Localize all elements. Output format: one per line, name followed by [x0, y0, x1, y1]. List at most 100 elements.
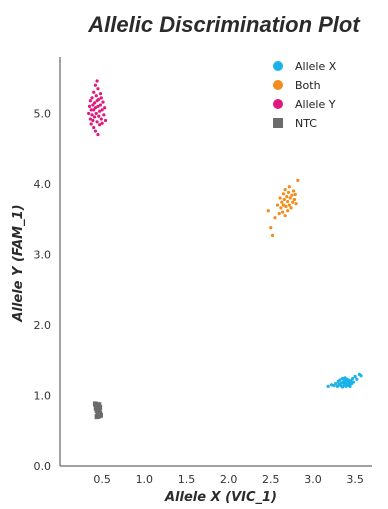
- data-point: [278, 196, 282, 200]
- legend-swatch: [273, 61, 283, 71]
- legend-swatch: [273, 99, 283, 109]
- data-point: [285, 195, 289, 199]
- data-point: [88, 117, 92, 121]
- data-point: [99, 96, 103, 100]
- data-point: [92, 125, 96, 130]
- data-point: [98, 92, 103, 96]
- data-point: [287, 203, 291, 207]
- data-points: [87, 79, 363, 420]
- data-point: [98, 109, 102, 113]
- legend-swatch: [273, 80, 283, 90]
- data-point: [281, 192, 286, 196]
- data-point: [96, 104, 100, 108]
- data-point: [90, 96, 94, 100]
- data-point: [273, 216, 277, 220]
- data-point: [293, 192, 297, 197]
- data-point: [353, 374, 357, 379]
- x-axis-label: Allele X (VIC_1): [164, 490, 277, 505]
- x-tick-label: 1.0: [136, 473, 154, 486]
- data-point: [292, 197, 297, 202]
- y-tick-label: 2.0: [34, 319, 52, 332]
- data-point: [96, 132, 100, 137]
- legend-label: Both: [295, 79, 321, 92]
- y-tick-labels: 0.0 1.0 2.0 3.0 4.0 5.0: [34, 107, 52, 473]
- data-point: [351, 380, 356, 384]
- y-axis-label: Allele Y (FAM_1): [11, 204, 26, 322]
- data-point: [92, 101, 97, 105]
- x-tick-label: 2.0: [220, 473, 238, 486]
- x-tick-labels: 0.5 1.0 1.5 2.0 2.5 3.0 3.5: [93, 473, 363, 486]
- data-point: [329, 383, 334, 387]
- data-point: [93, 83, 98, 87]
- data-point: [100, 108, 104, 112]
- data-point: [279, 206, 283, 210]
- chart-title: Allelic Discrimination Plot: [87, 12, 361, 37]
- x-tick-label: 3.0: [304, 473, 322, 486]
- data-point: [91, 118, 95, 123]
- data-point: [87, 111, 91, 116]
- data-point: [334, 381, 338, 386]
- data-point: [269, 226, 273, 230]
- data-point: [95, 120, 99, 124]
- y-tick-label: 3.0: [34, 248, 52, 261]
- data-point: [286, 209, 290, 213]
- data-point: [348, 384, 352, 388]
- data-point: [270, 233, 275, 238]
- data-point: [288, 196, 292, 200]
- y-tick-label: 5.0: [34, 107, 52, 120]
- data-point: [89, 122, 93, 126]
- data-point: [296, 178, 300, 183]
- data-point: [89, 108, 93, 112]
- data-point: [291, 189, 296, 193]
- data-point: [283, 214, 287, 218]
- data-point: [275, 203, 280, 207]
- data-point: [266, 209, 270, 213]
- legend-swatch: [273, 118, 283, 128]
- y-tick-label: 1.0: [34, 389, 52, 402]
- data-point: [351, 376, 355, 381]
- data-point: [287, 185, 291, 189]
- data-point: [97, 404, 103, 410]
- legend: Allele X Both Allele Y NTC: [273, 60, 337, 130]
- data-point: [96, 87, 100, 91]
- data-point: [286, 199, 290, 204]
- legend-label: NTC: [295, 117, 317, 130]
- data-point: [286, 190, 291, 194]
- data-point: [103, 106, 107, 110]
- data-point: [102, 113, 106, 117]
- series-ntc: [92, 401, 103, 420]
- data-point: [93, 129, 98, 133]
- data-point: [101, 100, 105, 104]
- data-point: [338, 378, 342, 382]
- data-point: [326, 384, 330, 388]
- data-point: [90, 113, 94, 117]
- x-tick-label: 3.5: [346, 473, 364, 486]
- data-point: [94, 94, 98, 98]
- x-tick-label: 1.5: [178, 473, 196, 486]
- y-tick-label: 0.0: [34, 460, 52, 473]
- data-point: [94, 111, 98, 116]
- data-point: [283, 187, 287, 192]
- x-tick-label: 2.5: [262, 473, 280, 486]
- legend-label: Allele X: [295, 60, 337, 73]
- data-point: [282, 197, 286, 202]
- legend-label: Allele Y: [295, 98, 336, 111]
- data-point: [88, 99, 92, 103]
- data-point: [280, 200, 284, 204]
- data-point: [100, 121, 104, 125]
- data-point: [277, 211, 281, 216]
- data-point: [103, 118, 108, 123]
- series-allele-x: [326, 372, 363, 389]
- data-point: [294, 202, 298, 206]
- data-point: [97, 97, 101, 101]
- data-point: [95, 79, 99, 83]
- data-point: [291, 200, 295, 204]
- data-point: [284, 204, 288, 209]
- series-both: [266, 178, 300, 238]
- data-point: [289, 206, 293, 210]
- data-point: [281, 210, 285, 214]
- data-point: [98, 123, 102, 127]
- data-point: [98, 103, 103, 107]
- x-tick-label: 0.5: [93, 473, 111, 486]
- data-point: [290, 193, 294, 197]
